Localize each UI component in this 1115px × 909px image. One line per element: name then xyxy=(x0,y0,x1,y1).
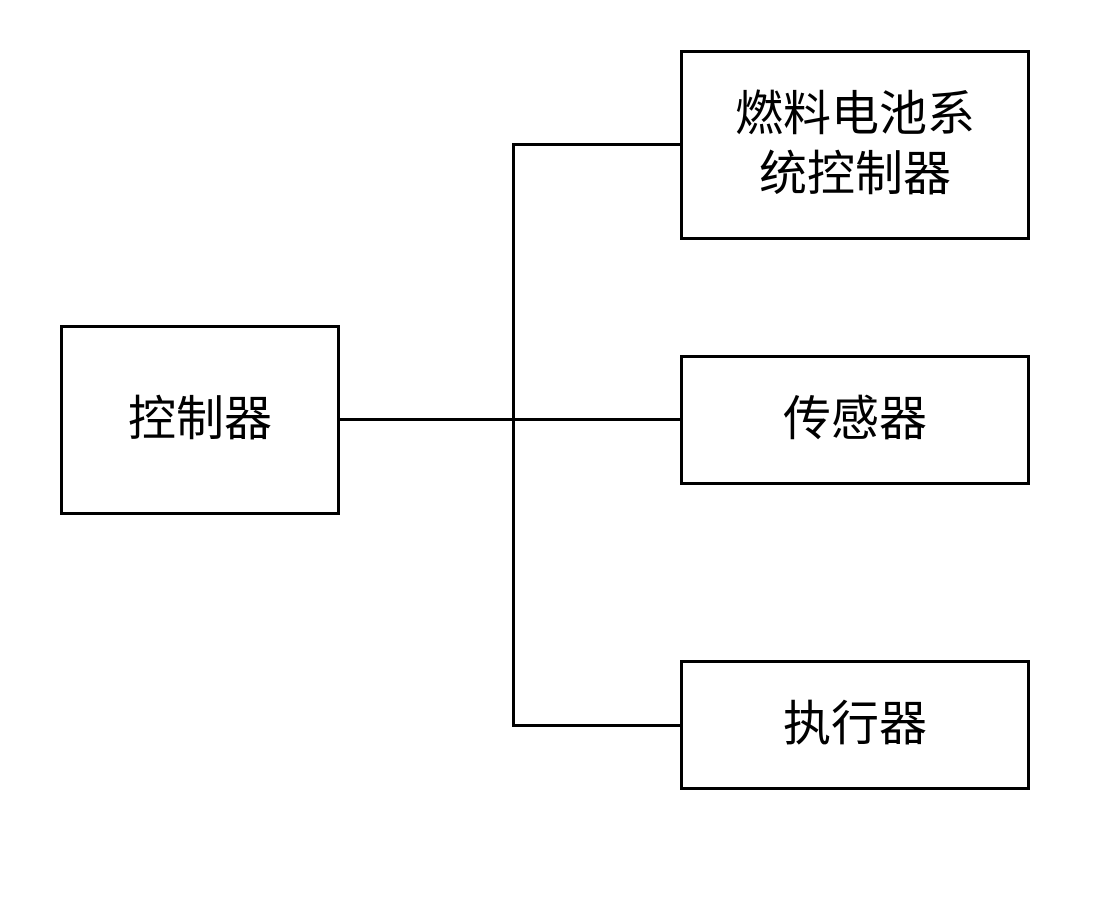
node-controller-label: 控制器 xyxy=(128,390,272,450)
node-sensor: 传感器 xyxy=(680,355,1030,485)
node-fuel-cell-controller: 燃料电池系 统控制器 xyxy=(680,50,1030,240)
connector-to-top xyxy=(512,143,680,146)
connector-trunk-vertical xyxy=(512,143,515,727)
connector-to-middle xyxy=(512,418,680,421)
connector-to-bottom xyxy=(512,724,680,727)
node-actuator: 执行器 xyxy=(680,660,1030,790)
diagram-canvas: 控制器 燃料电池系 统控制器 传感器 执行器 xyxy=(0,0,1115,909)
node-fuel-cell-controller-label: 燃料电池系 统控制器 xyxy=(735,85,975,205)
node-controller: 控制器 xyxy=(60,325,340,515)
node-sensor-label: 传感器 xyxy=(783,390,927,450)
connector-trunk-horizontal xyxy=(340,418,515,421)
node-actuator-label: 执行器 xyxy=(783,695,927,755)
